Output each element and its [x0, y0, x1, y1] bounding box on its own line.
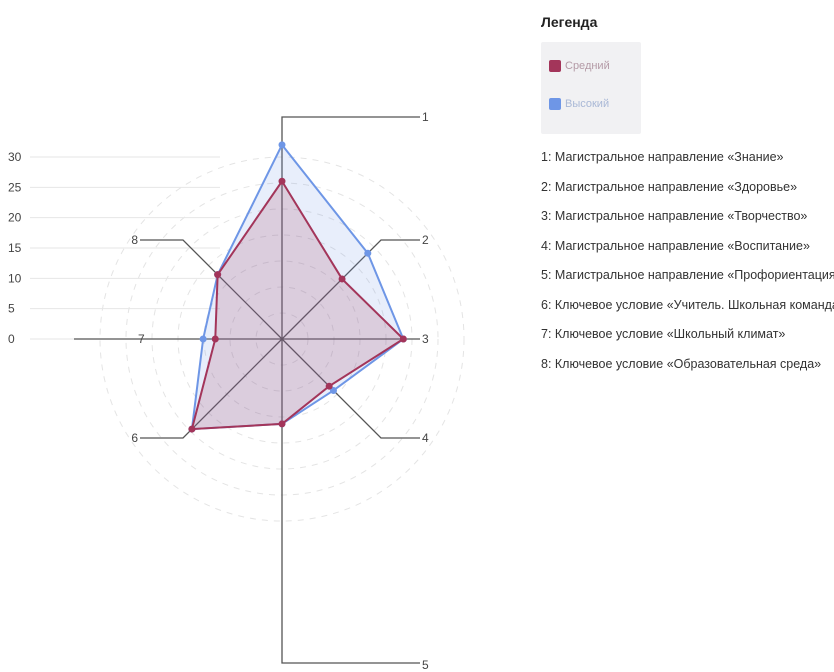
radial-tick-label: 10: [8, 271, 22, 285]
spoke-label: 6: [131, 431, 138, 445]
radial-tick-label: 0: [8, 332, 15, 346]
axis-description: 6: Ключевое условие «Учитель. Школьная к…: [541, 297, 834, 312]
radar-spokes: [74, 116, 420, 664]
legend-title: Легенда: [541, 14, 598, 30]
legend: Средний Высокий: [541, 42, 641, 134]
radial-tick-label: 20: [8, 211, 22, 225]
value-grid-lines: [30, 156, 282, 340]
legend-entry-high[interactable]: Высокий: [549, 98, 609, 110]
spoke-label: 8: [131, 233, 138, 247]
legend-label-high: Высокий: [565, 98, 610, 110]
data-point[interactable]: [278, 141, 286, 149]
radar-spoke: [281, 239, 420, 340]
radar-spoke: [140, 338, 283, 439]
spoke-label: 2: [422, 233, 429, 247]
legend-label-medium: Средний: [565, 60, 610, 72]
spoke-label: 5: [422, 658, 429, 672]
radial-tick-label: 5: [8, 302, 15, 316]
spoke-labels: 1 2 3 4 5 6 7 8: [131, 110, 429, 672]
data-point[interactable]: [278, 420, 286, 428]
data-point[interactable]: [338, 275, 346, 283]
data-point[interactable]: [214, 271, 222, 279]
legend-entry-medium[interactable]: Средний: [549, 60, 610, 72]
axis-description: 2: Магистральное направление «Здоровье»: [541, 179, 798, 194]
axis-description: 1: Магистральное направление «Знание»: [541, 150, 784, 164]
data-point[interactable]: [399, 335, 407, 343]
spoke-label: 3: [422, 332, 429, 346]
axis-description: 4: Магистральное направление «Воспитание…: [541, 238, 810, 253]
axis-description: 3: Магистральное направление «Творчество…: [541, 209, 808, 223]
radar-series: [188, 141, 407, 433]
axis-description: 5: Магистральное направление «Профориент…: [541, 268, 834, 282]
data-point[interactable]: [278, 177, 286, 185]
data-point[interactable]: [325, 382, 333, 390]
radial-tick-label: 25: [8, 180, 22, 194]
axis-descriptions: 1: Магистральное направление «Знание» 2:…: [541, 148, 834, 384]
spoke-label: 1: [422, 110, 429, 124]
radar-chart: 0 5 10 15 20 25 30 1 2 3 4 5 6 7 8: [8, 110, 465, 672]
radar-spoke: [140, 239, 283, 340]
data-point[interactable]: [199, 335, 207, 343]
legend-swatch-high: [549, 98, 561, 110]
data-point[interactable]: [329, 386, 337, 394]
spoke-label: 4: [422, 431, 429, 445]
radial-tick-label: 30: [8, 150, 22, 164]
data-point[interactable]: [211, 335, 219, 343]
radial-tick-labels: 0 5 10 15 20 25 30: [8, 150, 22, 346]
spoke-label: 7: [138, 332, 145, 346]
radar-spoke: [281, 339, 420, 664]
data-point[interactable]: [188, 425, 196, 433]
legend-swatch-medium: [549, 60, 561, 72]
axis-description: 7: Ключевое условие «Школьный климат»: [541, 327, 786, 341]
radial-tick-label: 15: [8, 241, 22, 255]
axis-description: 8: Ключевое условие «Образовательная сре…: [541, 356, 822, 371]
data-point[interactable]: [364, 249, 372, 257]
radar-spoke: [281, 116, 420, 339]
radar-spoke: [281, 338, 420, 439]
